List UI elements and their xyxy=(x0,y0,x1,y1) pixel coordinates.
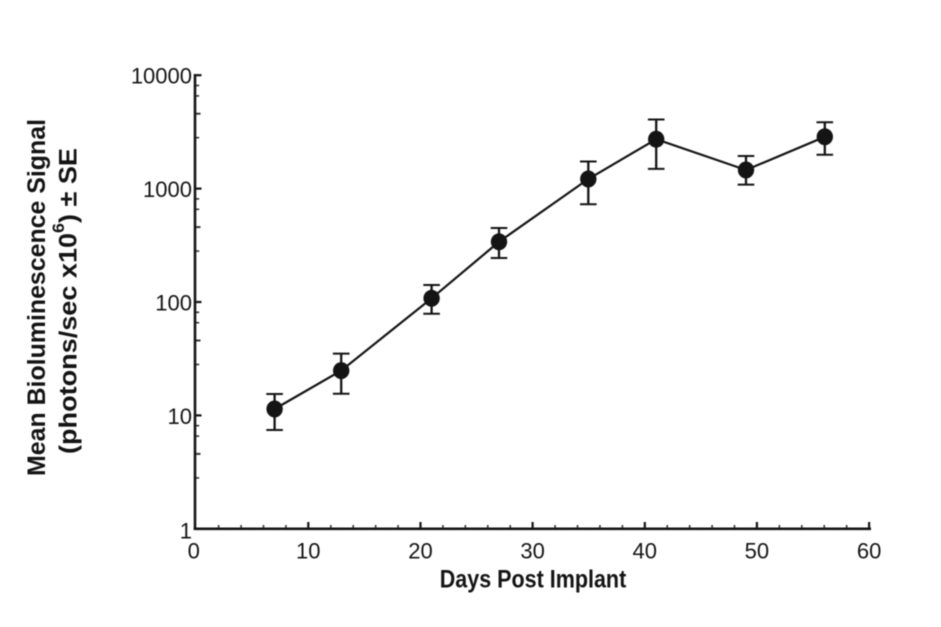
svg-text:50: 50 xyxy=(745,538,769,563)
svg-text:20: 20 xyxy=(408,538,432,563)
svg-text:10: 10 xyxy=(296,538,320,563)
svg-text:10000: 10000 xyxy=(131,64,192,89)
svg-text:40: 40 xyxy=(633,538,657,563)
svg-text:1: 1 xyxy=(180,519,192,544)
svg-text:0: 0 xyxy=(188,538,200,563)
svg-text:1000: 1000 xyxy=(143,177,192,202)
svg-text:60: 60 xyxy=(857,538,881,563)
svg-text:Mean Bioluminescence Signal: Mean Bioluminescence Signal xyxy=(23,119,51,476)
svg-text:30: 30 xyxy=(520,538,544,563)
svg-text:Days Post Implant: Days Post Implant xyxy=(440,566,627,594)
svg-text:(photons/sec x106) ± SE: (photons/sec x106) ± SE xyxy=(50,148,83,454)
svg-text:10: 10 xyxy=(168,404,192,429)
svg-text:100: 100 xyxy=(155,291,192,316)
